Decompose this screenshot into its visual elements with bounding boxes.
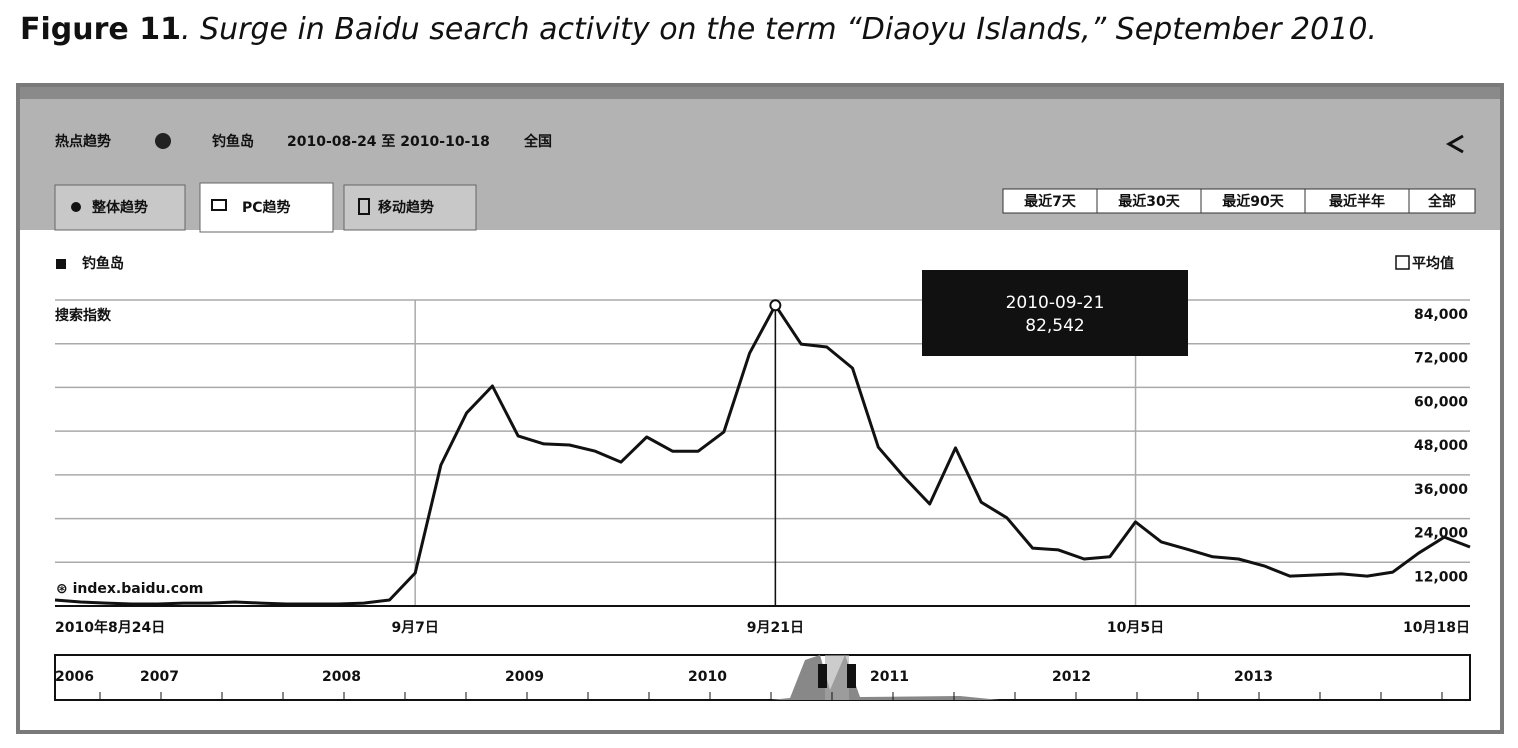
range-button-label[interactable]: 最近30天 [1118,193,1180,210]
timeline-year: 2011 [870,669,909,685]
y-axis-label: 搜索指数 [55,307,112,324]
checkbox[interactable] [1395,255,1410,270]
range-button[interactable] [1304,188,1410,214]
timeline-handle[interactable] [818,664,827,688]
header-region: 全国 [523,133,552,150]
range-button[interactable] [1200,188,1306,214]
timeline-year: 2006 [55,669,94,685]
tab-icon [71,202,81,212]
y-tick-label: 36,000 [1414,482,1468,498]
x-tick-label: 10月18日 [1403,620,1470,636]
share-icon[interactable] [1445,134,1464,154]
figure-caption: Figure 11. Surge in Baidu search activit… [20,12,1377,47]
header-strip [20,87,1500,99]
timeline-year: 2012 [1052,669,1091,685]
y-tick-label: 60,000 [1414,394,1468,410]
average-toggle[interactable]: 平均值 [1412,255,1454,272]
legend-label: 钓鱼岛 [82,255,124,272]
tab-icon [211,199,227,211]
tab-label[interactable]: 整体趋势 [91,199,148,216]
watermark: ⊛ index.baidu.com [56,581,203,597]
range-button-label[interactable]: 最近90天 [1222,193,1284,210]
tab[interactable] [343,184,477,231]
tooltip-title: 2010-09-21 [1006,293,1105,313]
y-tick-label: 84,000 [1414,307,1468,323]
x-tick-label: 10月5日 [1107,620,1164,636]
header-title: 热点趋势 [55,133,111,150]
header-keyword: 钓鱼岛 [212,133,254,150]
x-tick-label: 2010年8月24日 [55,619,165,636]
x-tick-label: 9月21日 [747,620,804,636]
range-button-label[interactable]: 全部 [1427,193,1456,210]
tooltip [922,270,1188,356]
timeline-year: 2013 [1234,669,1273,685]
y-tick-label: 24,000 [1414,526,1468,542]
timeline-year: 2010 [688,669,727,685]
timeline-year: 2007 [140,669,179,685]
help-icon[interactable] [155,133,171,149]
tab-label[interactable]: PC趋势 [242,199,291,216]
timeline-box [54,654,1471,701]
timeline-year: 2008 [322,669,361,685]
tab-label[interactable]: 移动趋势 [378,199,434,216]
range-button-label[interactable]: 最近半年 [1329,193,1385,210]
y-tick-label: 72,000 [1414,351,1468,367]
caption-text: . Surge in Baidu search activity on the … [181,12,1377,47]
timeline-handle[interactable] [847,664,856,688]
range-button-label[interactable]: 最近7天 [1024,193,1077,210]
timeline-year: 2009 [505,669,544,685]
figure-label: Figure 11 [20,12,181,47]
header-range: 2010-08-24 至 2010-10-18 [287,134,490,150]
point [769,299,782,312]
legend-swatch [56,259,66,269]
tab-active[interactable] [199,182,334,233]
y-tick-label: 48,000 [1414,438,1468,454]
line [54,303,1471,606]
range-button[interactable] [1408,188,1476,214]
tab-icon [358,198,370,215]
y-tick-label: 12,000 [1414,569,1468,585]
x-tick-label: 9月7日 [391,620,438,636]
timeline-window[interactable] [825,655,849,700]
tooltip-value: 82,542 [1025,316,1084,336]
